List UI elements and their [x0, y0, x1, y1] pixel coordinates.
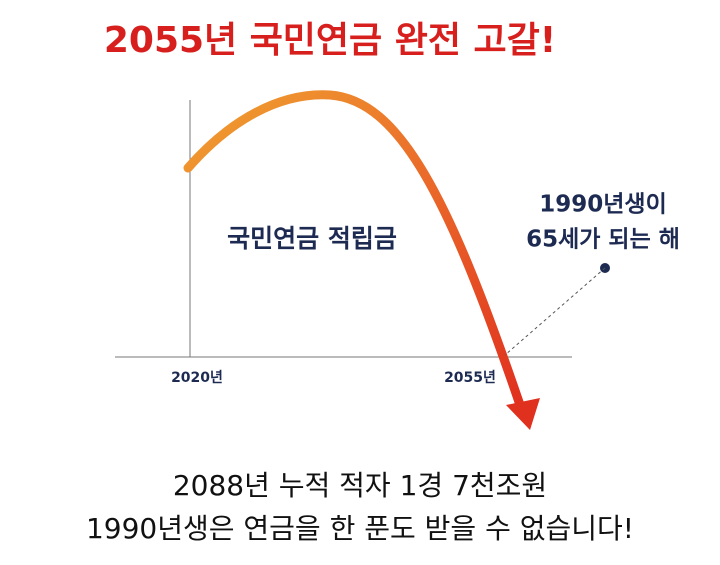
footer-line: 1990년생은 연금을 한 푼도 받을 수 없습니다!	[86, 512, 634, 545]
annotation-line: 1990년생이	[539, 192, 667, 218]
annotation-line: 65세가 되는 해	[526, 227, 680, 253]
annotation-leader	[504, 267, 606, 356]
fund-curve	[183, 90, 525, 410]
x-label-end: 2055년	[444, 370, 496, 386]
footer-line: 2088년 누적 적자 1경 7천조원	[173, 469, 547, 502]
title: 2055년 국민연금 완전 고갈!	[104, 20, 556, 61]
x-label-start: 2020년	[171, 370, 223, 386]
curve-arrowhead	[506, 398, 540, 430]
series-label: 국민연금 적립금	[227, 224, 397, 253]
